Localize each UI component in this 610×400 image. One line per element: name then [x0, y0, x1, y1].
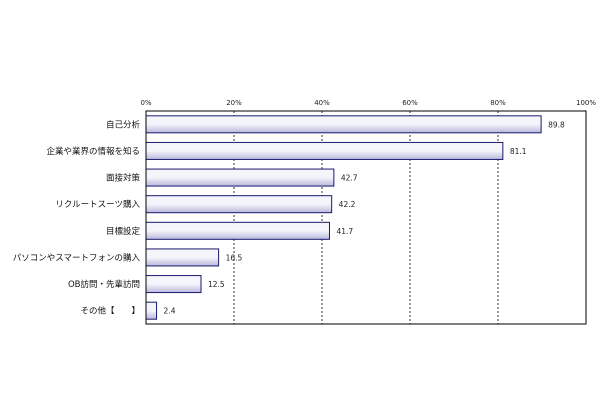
gridlines [233, 111, 499, 324]
category-label: OB訪問・先輩訪問 [68, 279, 140, 290]
bar [145, 275, 202, 294]
category-label: 目標設定 [106, 226, 141, 237]
value-label: 42.7 [341, 174, 358, 183]
bar [145, 195, 333, 214]
value-label: 89.8 [548, 120, 565, 129]
x-tick-label: 60% [402, 99, 418, 107]
bar [145, 141, 504, 160]
value-labels: 89.8 81.1 42.7 42.2 41.7 16.5 12.5 2.4 [164, 120, 565, 315]
bar [145, 221, 330, 240]
category-label: リクルートスーツ購入 [55, 199, 140, 210]
x-tick-label: 80% [490, 99, 506, 107]
x-tick-label: 0% [140, 99, 151, 107]
x-tick-label: 40% [314, 99, 330, 107]
plot-frame [145, 110, 587, 325]
x-tick-label: 100% [576, 99, 596, 107]
bar [145, 115, 542, 134]
category-label: 自己分析 [106, 119, 141, 130]
value-label: 41.7 [336, 227, 353, 236]
x-tick-label: 20% [226, 99, 242, 107]
value-label: 81.1 [510, 147, 527, 156]
bar [145, 301, 158, 320]
category-label: 面接対策 [106, 173, 141, 184]
value-label: 42.2 [339, 200, 356, 209]
bar [145, 168, 335, 187]
value-label: 12.5 [208, 280, 225, 289]
bar [145, 248, 220, 267]
bars [145, 115, 542, 320]
category-label: パソコンやスマートフォンの購入 [13, 252, 141, 263]
value-label: 16.5 [226, 253, 243, 262]
value-label: 2.4 [164, 307, 176, 316]
category-label: 企業や業界の情報を知る [46, 146, 140, 157]
x-axis-ticks: 0% 20% 40% 60% 80% 100% [140, 99, 596, 107]
category-labels: 自己分析企業や業界の情報を知る面接対策リクルートスーツ購入目標設定パソコンやスマ… [13, 119, 141, 316]
category-label: その他【 】 [80, 306, 140, 317]
